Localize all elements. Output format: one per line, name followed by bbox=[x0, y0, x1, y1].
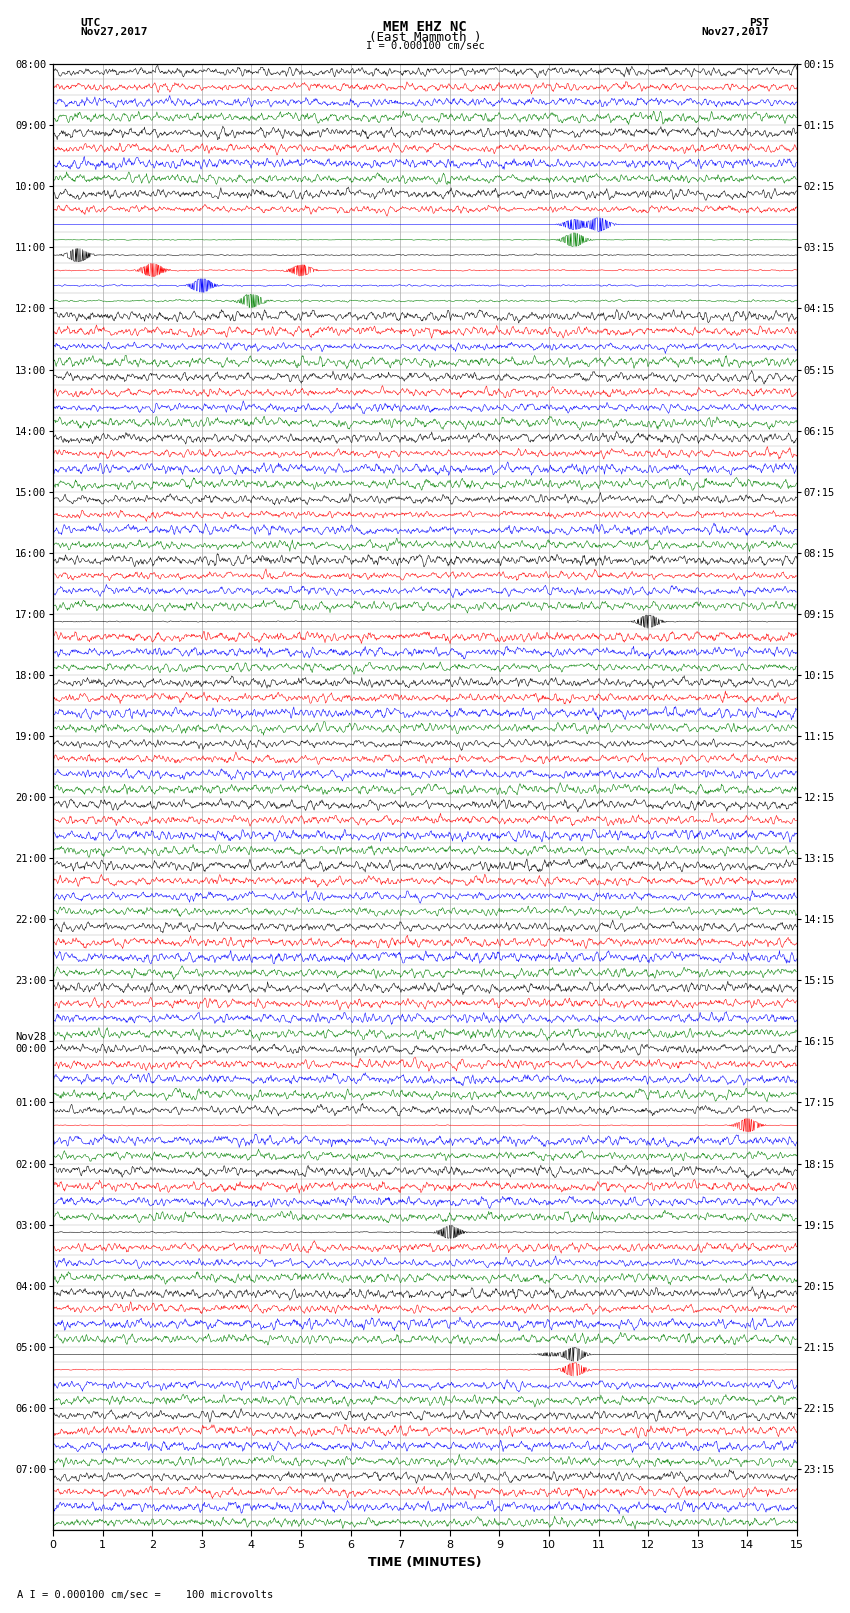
X-axis label: TIME (MINUTES): TIME (MINUTES) bbox=[368, 1557, 482, 1569]
Text: UTC: UTC bbox=[81, 18, 101, 27]
Text: A I = 0.000100 cm/sec =    100 microvolts: A I = 0.000100 cm/sec = 100 microvolts bbox=[17, 1590, 273, 1600]
Text: (East Mammoth ): (East Mammoth ) bbox=[369, 31, 481, 44]
Text: Nov27,2017: Nov27,2017 bbox=[81, 27, 148, 37]
Text: PST: PST bbox=[749, 18, 769, 27]
Text: Nov27,2017: Nov27,2017 bbox=[702, 27, 769, 37]
Text: I = 0.000100 cm/sec: I = 0.000100 cm/sec bbox=[366, 40, 484, 52]
Text: MEM EHZ NC: MEM EHZ NC bbox=[383, 19, 467, 34]
